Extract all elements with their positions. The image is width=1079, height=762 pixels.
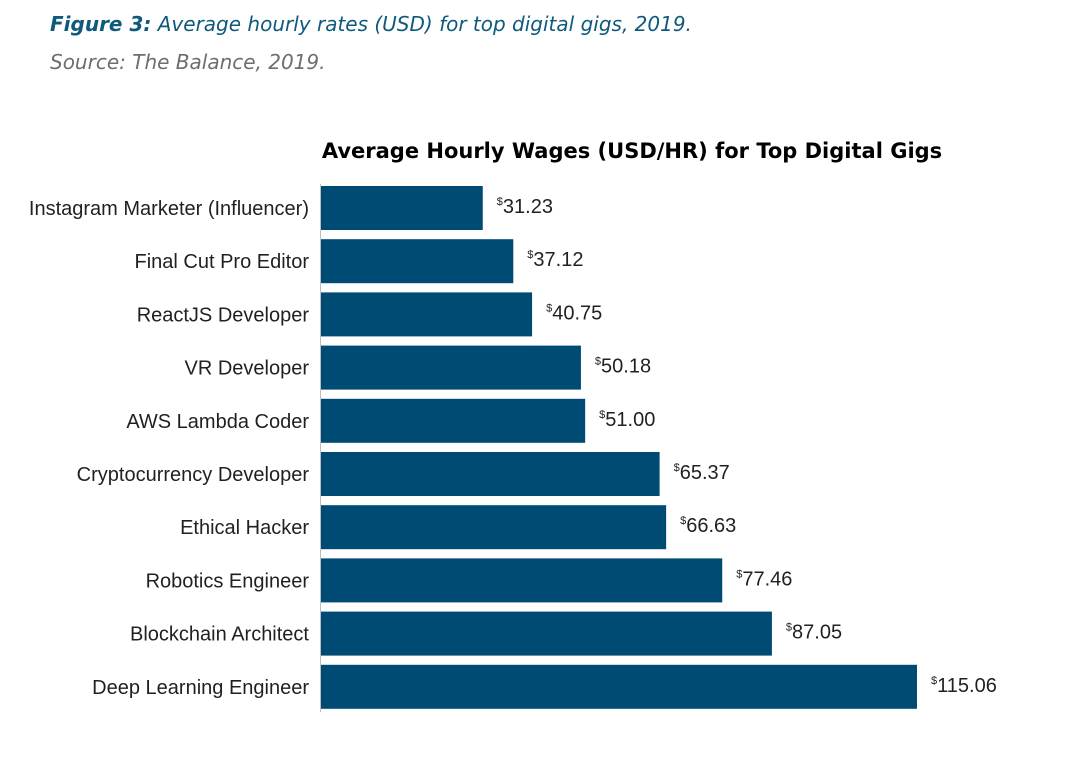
bar: [321, 345, 581, 390]
value-labels: $31.23 $37.12 $40.75 $50.18 $51.00 $65.37 $66.…: [497, 196, 997, 697]
bar: [321, 398, 586, 443]
category-label: Final Cut Pro Editor: [134, 251, 309, 273]
figure-caption: Figure 3: Average hourly rates (USD) for…: [50, 10, 1050, 76]
category-label: Deep Learning Engineer: [92, 677, 309, 699]
category-label: AWS Lambda Coder: [126, 411, 309, 433]
bar: [321, 452, 660, 496]
value-label: $66.63: [680, 515, 736, 537]
figure-description: Average hourly rates (USD) for top digit…: [151, 12, 692, 36]
chart-title: Average Hourly Wages (USD/HR) for Top Di…: [322, 139, 942, 163]
figure-source: Source: The Balance, 2019.: [50, 50, 326, 74]
bar: [321, 186, 483, 230]
value-label: $65.37: [674, 462, 730, 484]
category-label: VR Developer: [184, 358, 309, 380]
bar: [321, 239, 514, 284]
value-label: $37.12: [527, 249, 583, 271]
value-label: $87.05: [786, 622, 842, 644]
category-label: Ethical Hacker: [180, 517, 309, 539]
value-label: $40.75: [546, 302, 602, 324]
bar: [321, 611, 772, 656]
bar: [321, 664, 917, 709]
figure-title: Figure 3: Average hourly rates (USD) for…: [50, 10, 1050, 38]
bar: [321, 292, 533, 337]
category-label: Robotics Engineer: [146, 570, 310, 592]
bar-group: [321, 186, 917, 709]
category-label: Blockchain Architect: [130, 624, 309, 646]
value-label: $31.23: [497, 196, 553, 218]
category-labels: Instagram Marketer (Influencer) Final Cut…: [29, 198, 310, 699]
figure-label: Figure 3:: [50, 12, 152, 36]
category-label: Instagram Marketer (Influencer): [29, 198, 309, 220]
value-label: $50.18: [595, 356, 651, 378]
value-label: $77.46: [736, 568, 792, 590]
bar: [321, 558, 723, 603]
category-label: ReactJS Developer: [137, 304, 310, 326]
value-label: $115.06: [931, 675, 997, 697]
bar: [321, 505, 667, 550]
value-label: $51.00: [599, 409, 655, 431]
category-label: Cryptocurrency Developer: [77, 464, 310, 486]
